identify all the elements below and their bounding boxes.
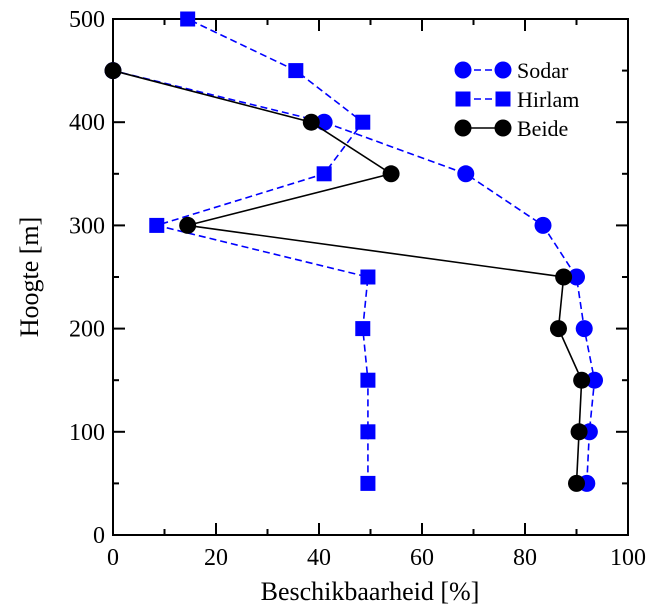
data-point-hirlam (355, 321, 371, 337)
data-point-hirlam (149, 217, 165, 233)
data-point-sodar (457, 165, 475, 183)
data-point-hirlam (360, 372, 376, 388)
data-point-beide (179, 216, 197, 234)
legend-marker-beide (454, 119, 472, 137)
legend-marker-sodar (494, 61, 512, 79)
y-tick-label: 300 (69, 213, 105, 239)
data-point-beide (570, 423, 588, 441)
data-point-sodar (568, 268, 585, 286)
x-tick-label: 20 (204, 545, 228, 571)
x-axis-label: Beschikbaarheid [%] (261, 577, 480, 606)
data-point-sodar (575, 320, 593, 338)
data-point-beide (302, 113, 320, 131)
x-tick-label: 80 (513, 545, 537, 571)
y-tick-label: 500 (69, 7, 105, 33)
y-axis-label: Hoogte [m] (15, 217, 44, 338)
y-tick-label: 0 (93, 523, 105, 549)
x-tick-label: 100 (610, 545, 646, 571)
data-point-beide (382, 165, 400, 183)
series-line-sodar (112, 69, 596, 484)
data-point-hirlam (355, 114, 371, 130)
legend-marker-hirlam (455, 91, 471, 107)
x-tick-label: 0 (107, 545, 119, 571)
y-tick-label: 100 (69, 420, 105, 446)
legend-label-beide: Beide (517, 116, 568, 141)
data-point-beide (573, 371, 591, 389)
y-tick-label: 400 (69, 110, 105, 136)
axis-tick-labels: 0 20 40 60 80 100 0 100 200 300 400 500 (69, 7, 646, 571)
data-point-hirlam (360, 424, 376, 440)
data-point-sodar (586, 371, 604, 389)
data-point-beide (104, 62, 122, 80)
data-point-hirlam (288, 63, 304, 79)
series-layer (104, 11, 604, 492)
legend-marker-beide (494, 119, 512, 137)
series-line-hirlam (153, 18, 369, 484)
series-line-beide (112, 69, 583, 484)
legend-item-beide: Beide (454, 116, 568, 141)
legend-marker-hirlam (495, 91, 511, 107)
data-point-sodar (315, 113, 333, 131)
legend-label-sodar: Sodar (517, 58, 569, 83)
x-tick-label: 60 (410, 545, 434, 571)
data-point-beide (568, 474, 585, 492)
y-tick-label: 200 (69, 317, 105, 343)
data-point-hirlam (360, 475, 376, 491)
data-point-beide (549, 320, 567, 338)
data-point-hirlam (180, 11, 196, 27)
axis-ticks (112, 18, 629, 536)
series-beide (104, 62, 591, 492)
data-point-hirlam (360, 269, 376, 285)
series-hirlam (149, 11, 376, 491)
data-point-beide (555, 268, 573, 286)
x-tick-label: 40 (307, 545, 331, 571)
legend-label-hirlam: Hirlam (517, 87, 579, 112)
legend-item-hirlam: Hirlam (455, 87, 579, 112)
legend-marker-sodar (454, 61, 472, 79)
legend: Sodar Hirlam Beide (454, 58, 579, 141)
legend-item-sodar: Sodar (454, 58, 569, 83)
data-point-hirlam (316, 166, 332, 182)
data-point-sodar (534, 216, 552, 234)
